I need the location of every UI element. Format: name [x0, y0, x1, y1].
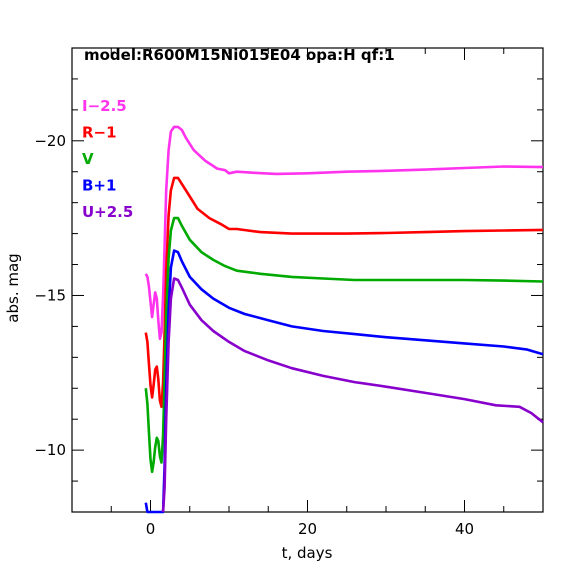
x-axis-ticks: 0 20 40: [71, 48, 544, 538]
legend-entry-2: V: [82, 150, 94, 168]
series-line-1: [144, 176, 544, 409]
chart-title: model:R600M15Ni015E04 opa:H qf:1: [84, 46, 395, 64]
x-tick-label: 0: [146, 520, 156, 538]
x-tick-label: 20: [298, 520, 317, 538]
y-tick-label: −20: [34, 132, 66, 150]
x-axis-label: t, days: [282, 544, 333, 562]
legend-entry-1: R−1: [82, 124, 117, 142]
series-line-2: [144, 216, 544, 474]
legend: I−2.5 R−1 V B+1 U+2.5: [82, 97, 133, 221]
series-lines: [144, 125, 544, 514]
x-tick-label: 40: [455, 520, 474, 538]
series-line-4: [161, 277, 544, 513]
legend-entry-4: U+2.5: [82, 203, 133, 221]
y-tick-label: −10: [34, 441, 66, 459]
y-axis-ticks: −20 −15 −10: [34, 47, 543, 513]
y-axis-label: abs. mag: [4, 253, 22, 322]
legend-entry-0: I−2.5: [82, 97, 127, 115]
y-tick-label: −15: [34, 286, 66, 304]
legend-entry-3: B+1: [82, 177, 116, 195]
series-line-0: [144, 125, 544, 341]
